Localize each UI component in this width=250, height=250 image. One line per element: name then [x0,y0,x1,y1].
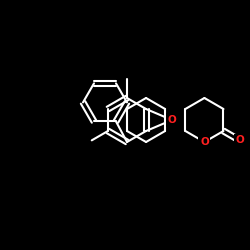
Text: O: O [200,137,209,147]
Text: O: O [235,135,244,145]
Text: O: O [168,115,176,125]
